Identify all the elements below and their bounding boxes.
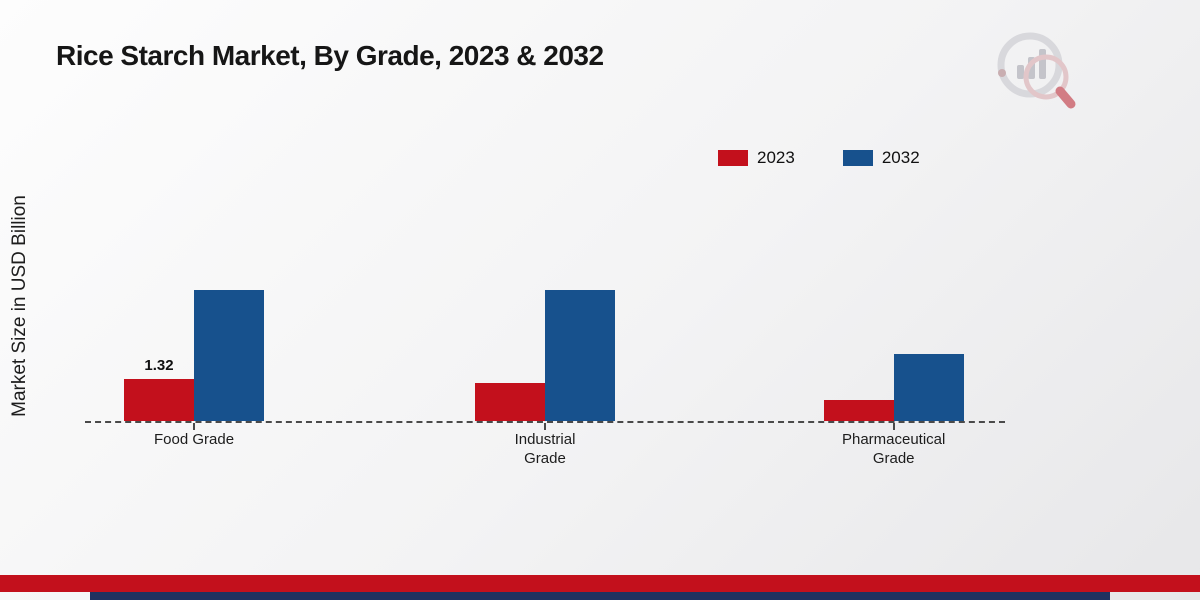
plot-area: 1.32 Food Grade Industrial Grade Pharmaceuti…	[85, 140, 1005, 467]
bar-group-1: Industrial Grade	[475, 290, 615, 467]
category-label-line: Food Grade	[153, 431, 235, 448]
bar-2023-0	[124, 379, 195, 421]
category-label-line: Industrial	[514, 431, 576, 448]
category-label-0: Food Grade	[104, 431, 284, 450]
category-label-1: Industrial Grade	[455, 431, 635, 469]
legend-swatch-2023	[718, 150, 748, 166]
bar-group-2: Pharmaceutical Grade	[823, 354, 964, 467]
y-axis-label: Market Size in USD Billion	[9, 195, 30, 417]
bar-wrap-2023-1	[475, 383, 545, 421]
bar-wrap-2032-2	[893, 354, 964, 421]
bar-wrap-2032-0	[194, 290, 265, 421]
brand-logo-graphic	[997, 32, 1076, 109]
footer-band-red	[0, 575, 1200, 592]
legend-swatch-2032	[842, 150, 873, 166]
axis-tick-1	[544, 423, 546, 430]
bar-2023-1	[475, 383, 545, 421]
category-label-line: Grade	[872, 449, 915, 467]
legend-label-2023: 2023	[757, 148, 795, 167]
legend-item-2032: 2032	[842, 148, 920, 168]
chart-title: Rice Starch Market, By Grade, 2023 & 203…	[56, 40, 604, 71]
bar-2032-1	[545, 290, 615, 421]
data-label-2023-0: 1.32	[144, 357, 174, 374]
category-label-2: Pharmaceutical Grade	[804, 431, 984, 469]
bar-wrap-2023-0: 1.32	[124, 357, 195, 421]
bar-2023-2	[823, 400, 894, 421]
category-label-line: Grade	[524, 449, 566, 467]
bar-wrap-2023-2	[823, 400, 894, 421]
category-label-line: Pharmaceutical	[841, 431, 946, 448]
bar-2032-2	[893, 354, 964, 421]
axis-tick-2	[892, 423, 895, 430]
footer-band-navy	[90, 592, 1110, 600]
bar-2032-0	[194, 290, 265, 421]
legend-item-2023: 2023	[718, 148, 795, 168]
legend: 2023 2032	[718, 148, 920, 168]
bar-group-0: 1.32 Food Grade	[124, 290, 265, 448]
legend-label-2032: 2032	[881, 148, 920, 167]
brand-logo	[990, 25, 1085, 115]
axis-tick-0	[193, 423, 196, 430]
bar-wrap-2032-1	[545, 290, 615, 421]
